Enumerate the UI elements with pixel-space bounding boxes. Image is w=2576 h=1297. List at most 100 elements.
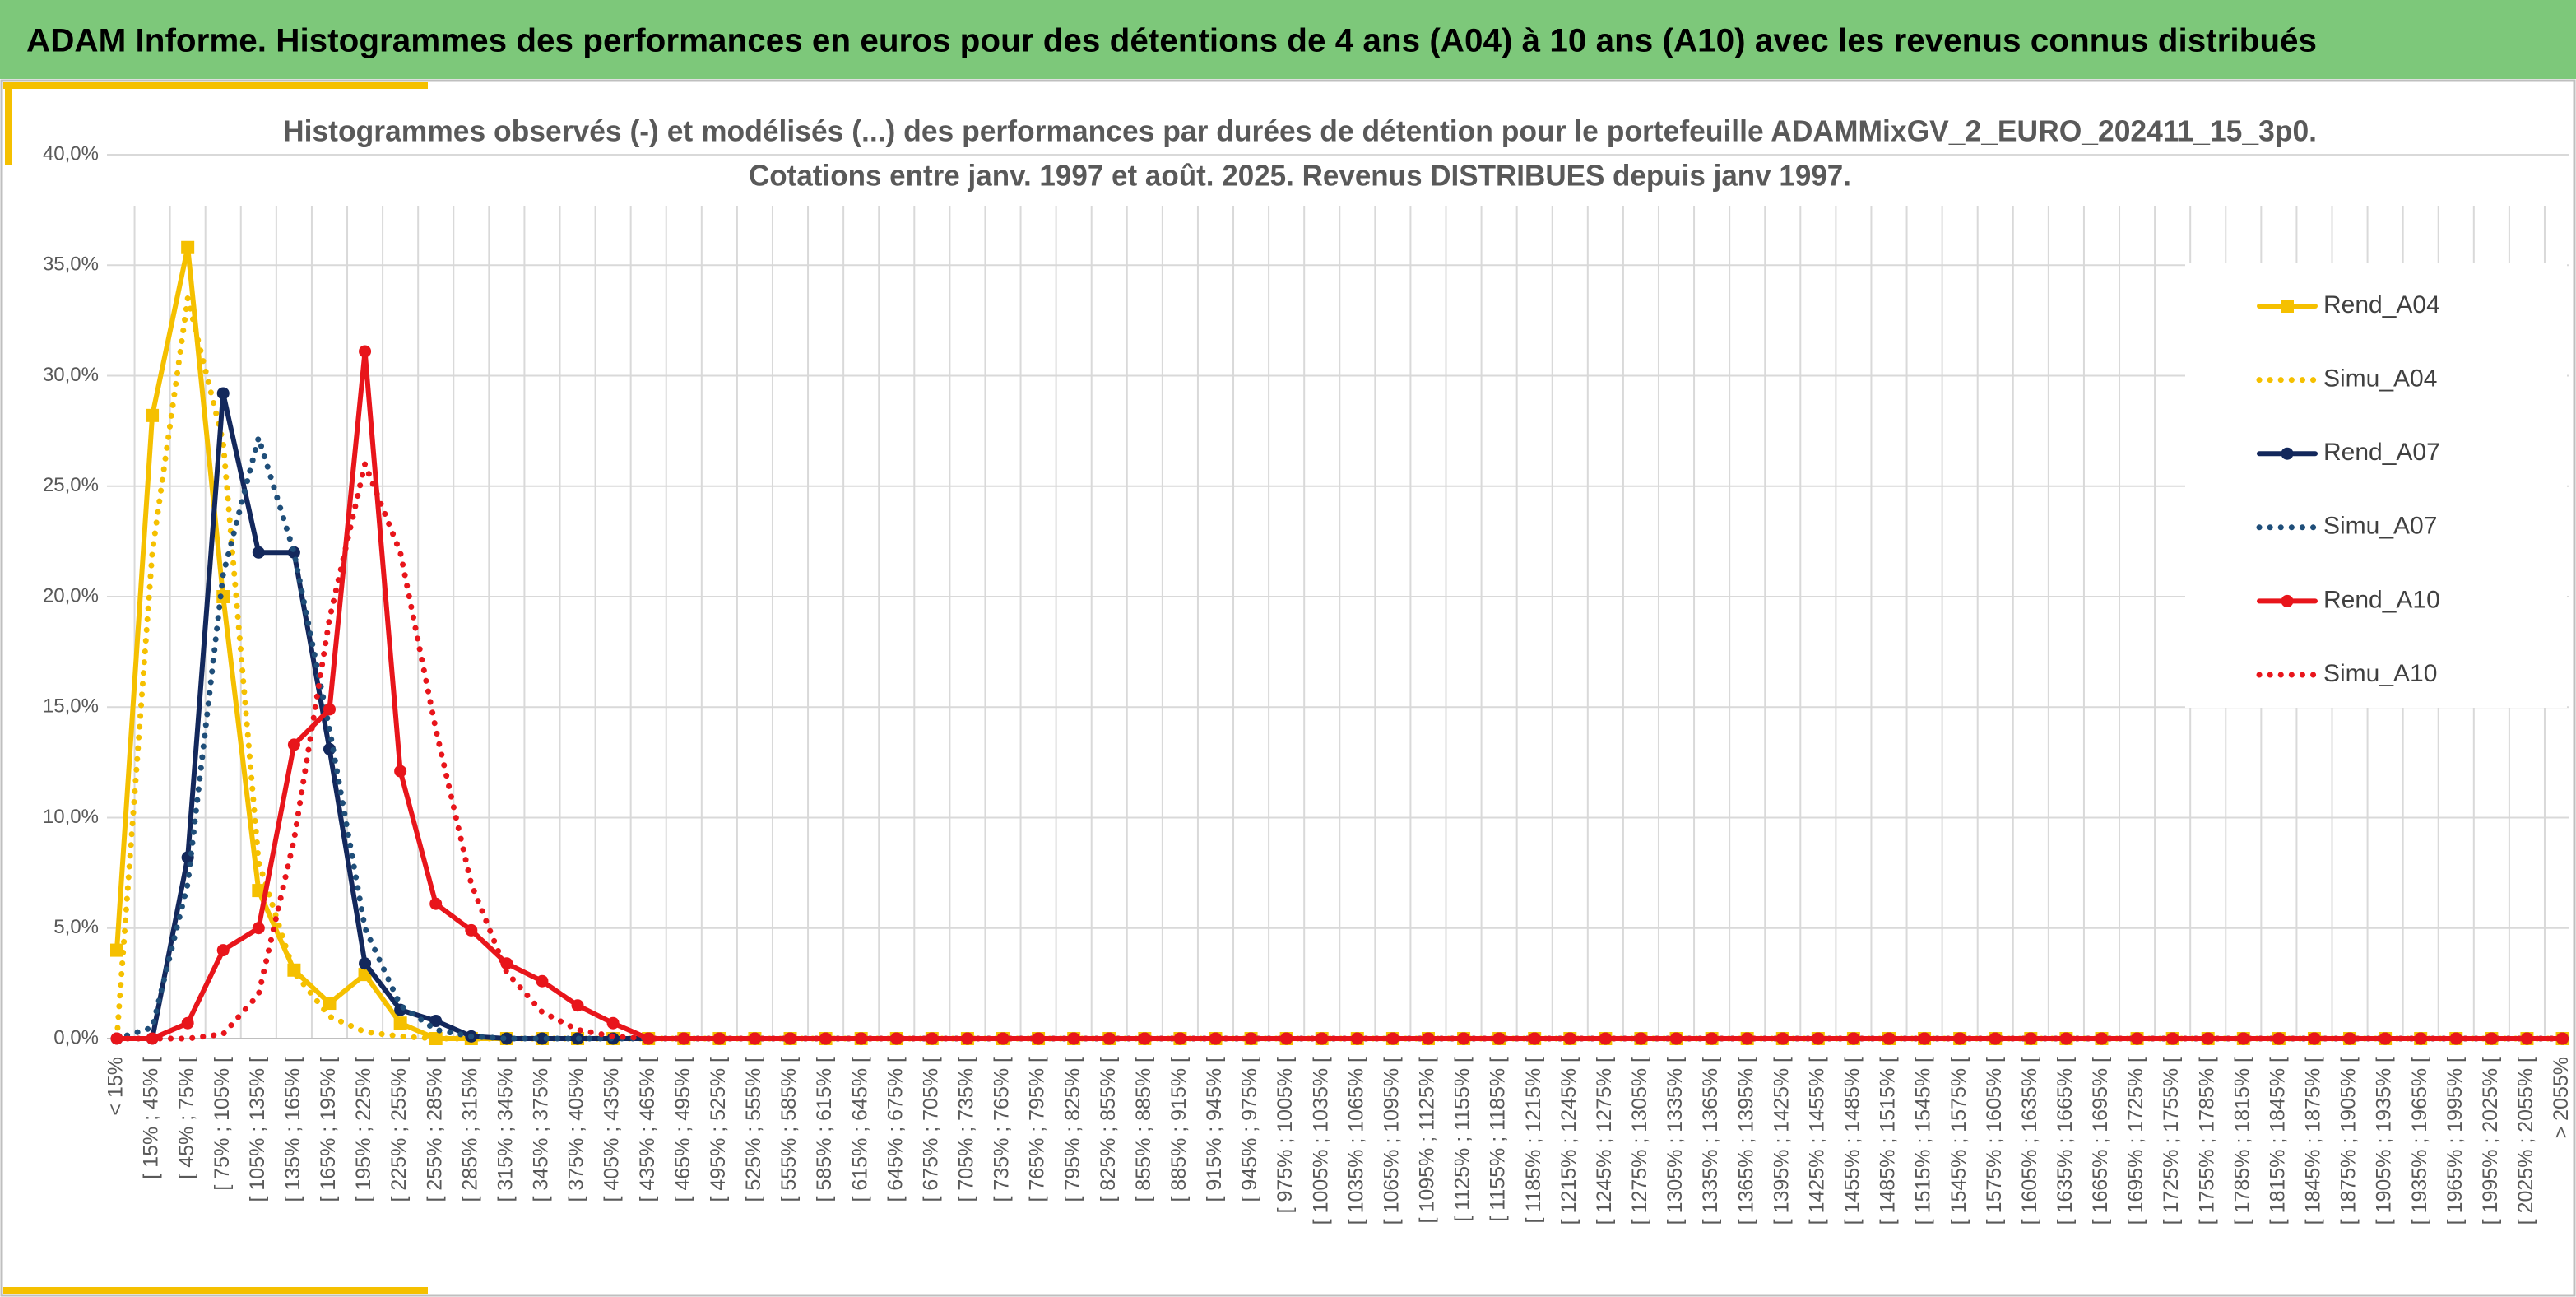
x-tick-label: [ 735% ; 765% [ <box>991 1057 1014 1202</box>
x-tick-label: [ 1785% ; 1815% [ <box>2230 1057 2253 1225</box>
x-tick-label: [ 1245% ; 1275% [ <box>1593 1057 1616 1225</box>
series-marker <box>146 408 160 422</box>
x-tick-label: [ 795% ; 825% [ <box>1061 1057 1084 1202</box>
series-marker <box>500 1032 513 1045</box>
x-tick-label: > 2055% <box>2550 1057 2573 1138</box>
x-tick-label: [ 45% ; 75% [ <box>175 1057 198 1179</box>
x-tick-label: [ 255% ; 285% [ <box>423 1057 446 1202</box>
series-marker <box>2379 1032 2392 1045</box>
y-tick-label: 30,0% <box>43 364 99 386</box>
series-marker <box>252 922 265 935</box>
series-marker <box>1528 1032 1541 1045</box>
series-marker <box>181 1016 194 1030</box>
legend-marker <box>2281 300 2294 313</box>
series-marker <box>429 1015 443 1028</box>
series-marker <box>146 1032 159 1045</box>
x-tick-label: [ 195% ; 225% [ <box>352 1057 375 1202</box>
series-marker <box>2520 1032 2533 1045</box>
chart-title: Histogrammes observés (-) et modélisés (… <box>283 114 2317 148</box>
x-tick-label: [ 465% ; 495% [ <box>671 1057 694 1202</box>
x-tick-label: [ 1575% ; 1605% [ <box>1983 1057 2006 1225</box>
series-marker <box>2237 1032 2250 1045</box>
x-tick-label: [ 1365% ; 1395% [ <box>1734 1057 1757 1225</box>
series-marker <box>359 345 372 358</box>
legend-box <box>2185 263 2567 708</box>
x-tick-label: [ 75% ; 105% [ <box>211 1057 234 1191</box>
x-tick-label: [ 1965% ; 1995% [ <box>2444 1057 2467 1225</box>
x-tick-label: < 15% <box>104 1057 128 1116</box>
series-line <box>114 461 2565 1042</box>
series-marker <box>996 1032 1010 1045</box>
series-marker <box>1245 1032 1258 1045</box>
series-marker <box>1386 1032 1399 1045</box>
series-marker <box>1634 1032 1647 1045</box>
x-tick-label: [ 1455% ; 1485% [ <box>1841 1057 1864 1225</box>
x-tick-label: [ 2025% ; 2055% [ <box>2514 1057 2537 1225</box>
series-marker <box>252 546 265 559</box>
x-tick-label: [ 615% ; 645% [ <box>848 1057 871 1202</box>
x-tick-label: [ 885% ; 915% [ <box>1167 1057 1191 1202</box>
x-tick-label: [ 1125% ; 1155% [ <box>1451 1057 1474 1222</box>
legend-marker <box>2281 447 2294 460</box>
x-tick-label: [ 1755% ; 1785% [ <box>2195 1057 2218 1225</box>
series-marker <box>1989 1032 2002 1045</box>
x-tick-label: [ 705% ; 735% [ <box>955 1057 978 1202</box>
series-marker <box>110 943 123 957</box>
x-tick-label: [ 1275% ; 1305% [ <box>1628 1057 1651 1225</box>
series-marker <box>1173 1032 1186 1045</box>
x-tick-label: [ 285% ; 315% [ <box>458 1057 481 1202</box>
x-tick-label: [ 1155% ; 1185% [ <box>1487 1057 1510 1222</box>
x-tick-label: [ 975% ; 1005% [ <box>1274 1057 1297 1213</box>
series-marker <box>926 1032 939 1045</box>
x-tick-label: [ 525% ; 555% [ <box>742 1057 765 1202</box>
series-marker <box>359 957 372 970</box>
x-tick-label: [ 1995% ; 2025% [ <box>2479 1057 2502 1225</box>
x-tick-label: [ 1425% ; 1455% [ <box>1805 1057 1828 1225</box>
x-tick-label: [ 645% ; 675% [ <box>884 1057 907 1202</box>
x-tick-label: [ 1005% ; 1035% [ <box>1309 1057 1332 1225</box>
x-tick-label: [ 945% ; 975% [ <box>1238 1057 1261 1202</box>
x-tick-label: [ 345% ; 375% [ <box>530 1057 553 1202</box>
series-marker <box>1492 1032 1506 1045</box>
series-marker <box>1882 1032 1896 1045</box>
x-tick-label: [ 1845% ; 1875% [ <box>2302 1057 2325 1225</box>
series-marker <box>1280 1032 1293 1045</box>
x-tick-label: [ 765% ; 795% [ <box>1026 1057 1049 1202</box>
legend-label: Rend_A07 <box>2323 439 2440 466</box>
series-marker <box>2272 1032 2286 1045</box>
x-tick-label: [ 1935% ; 1965% [ <box>2408 1057 2431 1225</box>
x-tick-label: [ 1485% ; 1515% [ <box>1877 1057 1900 1225</box>
series-marker <box>429 897 443 910</box>
plot <box>110 240 2569 1045</box>
x-tick-label: [ 585% ; 615% [ <box>813 1057 836 1202</box>
x-tick-label: [ 1665% ; 1695% [ <box>2089 1057 2112 1225</box>
y-tick-label: 20,0% <box>43 584 99 607</box>
series-marker <box>1138 1032 1151 1045</box>
series-marker <box>465 923 478 937</box>
x-tick-label: [ 915% ; 945% [ <box>1203 1057 1226 1202</box>
x-tick-label: [ 1395% ; 1425% [ <box>1770 1057 1793 1225</box>
header-title: ADAM Informe. Histogrammes des performan… <box>26 23 2317 59</box>
x-tick-label: [ 435% ; 465% [ <box>636 1057 659 1202</box>
x-tick-label: [ 1695% ; 1725% [ <box>2124 1057 2147 1225</box>
legend-label: Simu_A04 <box>2323 365 2437 393</box>
y-tick-label: 5,0% <box>53 916 99 938</box>
x-tick-label: [ 1065% ; 1095% [ <box>1380 1057 1403 1225</box>
legend-label: Simu_A07 <box>2323 513 2437 540</box>
y-tick-label: 35,0% <box>43 253 99 276</box>
series-marker <box>323 997 337 1011</box>
x-tick-label: [ 165% ; 195% [ <box>317 1057 340 1202</box>
legend-marker <box>2281 594 2294 607</box>
x-tick-label: [ 1905% ; 1935% [ <box>2373 1057 2396 1225</box>
series-marker <box>642 1032 655 1045</box>
decoration <box>3 82 428 1294</box>
legend: Rend_A04 Simu_A04 Rend_A07 Simu_A07 Rend_A10… <box>2256 291 2440 687</box>
x-tick-label: [ 405% ; 435% [ <box>601 1057 624 1202</box>
series-marker <box>181 240 195 254</box>
series-marker <box>2024 1032 2037 1045</box>
series-marker <box>216 387 230 400</box>
series-marker <box>606 1016 620 1030</box>
x-tick-label: [ 1545% ; 1575% [ <box>1947 1057 1970 1225</box>
y-tick-label: 15,0% <box>43 695 99 718</box>
